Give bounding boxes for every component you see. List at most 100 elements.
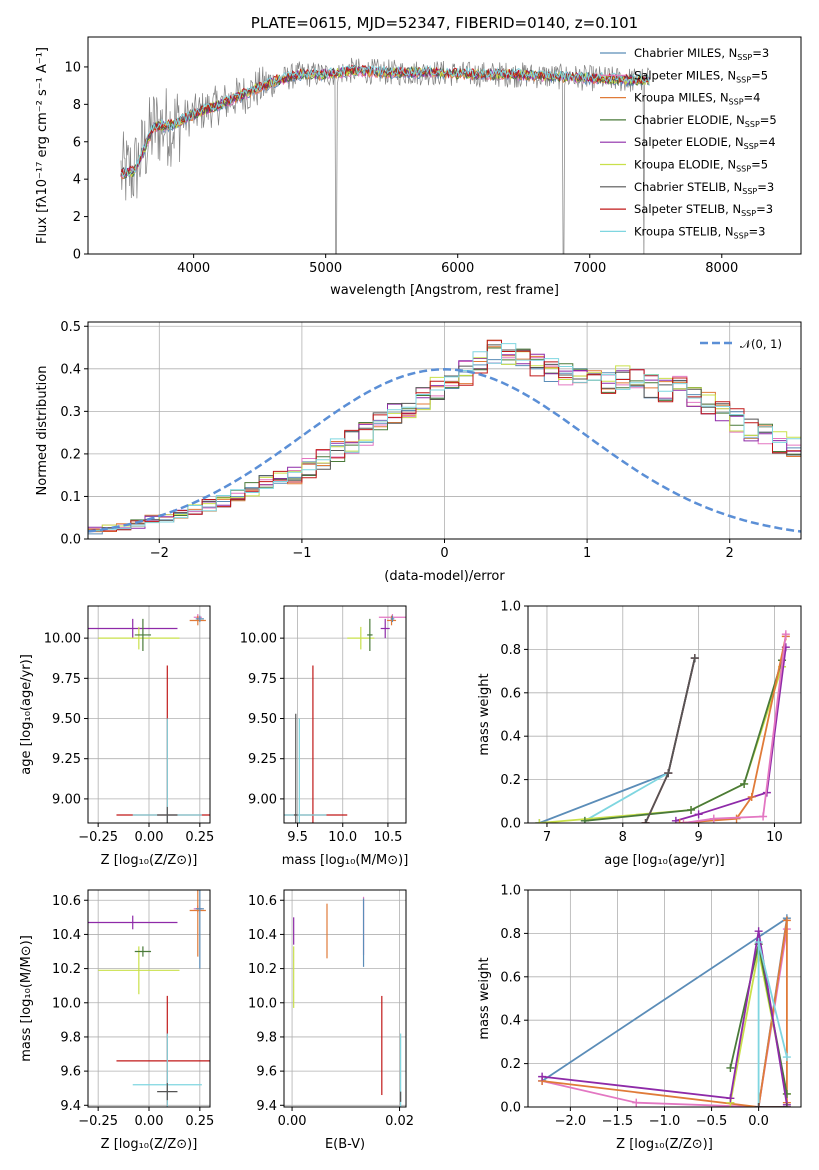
weight-marker — [535, 819, 544, 823]
weight-marker — [759, 812, 768, 821]
age-Z-plot — [88, 614, 210, 823]
y-tick-label: 9.50 — [248, 712, 277, 727]
mass-Z-frame — [87, 889, 211, 1108]
weight-marker — [747, 792, 756, 801]
observed-spectrum-line — [120, 57, 649, 254]
weight-marker — [709, 814, 718, 823]
y-tick-label: 8 — [73, 98, 81, 113]
y-tick-label: 0.4 — [500, 730, 521, 745]
x-tick-label: 4000 — [177, 261, 210, 276]
x-tick-label: −0.5 — [696, 1114, 728, 1129]
weight-Z-ylabel: mass weight — [477, 957, 492, 1039]
x-tick-label: 0.0 — [748, 1114, 769, 1129]
x-tick-label: −1 — [292, 546, 311, 561]
y-tick-label: 6 — [73, 135, 81, 150]
y-tick-label: 0.1 — [60, 490, 81, 505]
spectrum-title: PLATE=0615, MJD=52347, FIBERID=0140, z=0… — [251, 14, 638, 32]
y-tick-label: 0.2 — [500, 1057, 521, 1072]
y-tick-label: 10.00 — [240, 632, 277, 647]
y-tick-label: 10 — [64, 60, 81, 75]
x-tick-label: 8000 — [705, 261, 738, 276]
y-tick-label: 4 — [73, 173, 81, 188]
residuals-axes: −2 −1 0 1 2 0.0 0.1 0.2 0.3 0.4 0.5 (data-model)/er… — [35, 320, 802, 584]
y-tick-label: 9.4 — [256, 1099, 277, 1114]
y-tick-label: 9.6 — [60, 1065, 81, 1080]
x-tick-label: 2 — [726, 546, 734, 561]
legend-label: Kroupa MILES, NSSP=4 — [634, 91, 760, 107]
model-spectrum-line — [120, 66, 650, 180]
legend-label: Kroupa ELODIE, NSSP=5 — [634, 158, 768, 174]
weight-marker — [687, 805, 696, 814]
mass-Z-axes: −0.25 0.00 0.25 9.4 9.6 9.8 10.0 10.2 10.4 10.6 Z … — [19, 889, 214, 1152]
legend-label: Salpeter STELIB, NSSP=3 — [634, 202, 773, 218]
weight-age-frame — [527, 605, 802, 824]
y-tick-label: 10.2 — [248, 962, 277, 977]
y-tick-label: 9.25 — [248, 752, 277, 767]
weight-line — [541, 931, 788, 1105]
x-tick-label: 0.02 — [385, 1114, 414, 1129]
weight-line — [644, 657, 696, 823]
y-tick-label: 0.8 — [500, 927, 521, 942]
weight-marker — [781, 630, 790, 639]
y-tick-label: 9.75 — [52, 672, 81, 687]
x-tick-label: 0.25 — [185, 830, 214, 845]
mass-Z-plot — [88, 890, 210, 1107]
legend-label: Kroupa STELIB, NSSP=3 — [634, 224, 765, 240]
y-tick-label: 10.6 — [52, 894, 81, 909]
residuals-ylabel: Normed distribution — [35, 366, 50, 496]
x-tick-label: 9.5 — [287, 830, 308, 845]
x-tick-label: 0.25 — [185, 1114, 214, 1129]
y-tick-label: 0.0 — [500, 817, 521, 832]
weight-line — [675, 647, 787, 822]
weight-line — [584, 660, 783, 822]
age-mass-xlabel: mass [log₁₀(M/M⊙)] — [282, 853, 409, 868]
y-tick-label: 9.75 — [248, 672, 277, 687]
y-tick-label: 0.2 — [500, 773, 521, 788]
legend-label: Chabrier ELODIE, NSSP=5 — [634, 113, 777, 129]
mass-Z-xlabel: Z [log₁₀(Z/Z⊙)] — [101, 1137, 198, 1152]
y-tick-label: 0.0 — [500, 1101, 521, 1116]
x-tick-label: 6000 — [441, 261, 474, 276]
model-spectrum-line — [120, 67, 650, 178]
weight-marker — [641, 819, 650, 823]
y-tick-label: 0.2 — [60, 447, 81, 462]
x-tick-label: 0.00 — [278, 1114, 307, 1129]
weight-marker — [782, 1053, 791, 1062]
age-mass-frame — [283, 605, 407, 824]
weight-marker — [726, 1063, 735, 1072]
weight-marker — [664, 769, 673, 778]
mass-EBV-plot — [293, 896, 402, 1107]
y-tick-label: 0.8 — [500, 643, 521, 658]
y-tick-label: 0.4 — [60, 362, 81, 377]
y-tick-label: 10.4 — [248, 928, 277, 943]
x-tick-label: −0.25 — [78, 1114, 118, 1129]
legend-label: Chabrier MILES, NSSP=3 — [634, 46, 769, 62]
x-tick-label: −2.0 — [555, 1114, 587, 1129]
x-tick-label: 1 — [583, 546, 591, 561]
weight-age-axes: 7 8 9 10 0.0 0.2 0.4 0.6 0.8 1.0 age [log₁₀(age/yr… — [477, 600, 802, 868]
weight-marker — [782, 1089, 791, 1098]
weight-Z-axes: −2.0 −1.5 −1.0 −0.5 0.0 0.0 0.2 0.4 0.6 0.8 1.0 Z [… — [477, 884, 802, 1152]
age-mass-axes: 9.5 10.0 10.5 9.00 9.25 9.50 9.75 10.00 mass [lo… — [240, 605, 409, 868]
weight-marker — [726, 1094, 735, 1103]
weight-marker — [754, 1103, 763, 1107]
model-spectrum-line — [120, 64, 650, 177]
y-tick-label: 0.6 — [500, 686, 521, 701]
age-Z-axes: −0.25 0.00 0.25 9.00 9.25 9.50 9.75 10.00 Z [log… — [19, 605, 214, 868]
y-tick-label: 0.5 — [60, 320, 81, 335]
model-spectrum-line — [120, 65, 650, 178]
x-tick-label: 10 — [766, 830, 783, 845]
y-tick-label: 0.3 — [60, 405, 81, 420]
y-tick-label: 2 — [73, 210, 81, 225]
x-tick-label: 9 — [694, 830, 702, 845]
age-Z-xlabel: Z [log₁₀(Z/Z⊙)] — [101, 853, 198, 868]
y-tick-label: 0.6 — [500, 970, 521, 985]
age-Z-ylabel: age [log₁₀(age/yr)] — [19, 654, 34, 775]
y-tick-label: 10.2 — [52, 962, 81, 977]
weight-marker — [782, 916, 791, 925]
weight-marker — [580, 816, 589, 823]
y-tick-label: 0.0 — [60, 533, 81, 548]
spectrum-axes: 4000 5000 6000 7000 8000 0 2 4 6 8 10 PLATE=0615, M… — [35, 14, 802, 298]
mass-EBV-axes: 0.00 0.02 9.4 9.6 9.8 10.0 10.2 10.4 10.6 E(B-V) — [248, 889, 414, 1152]
